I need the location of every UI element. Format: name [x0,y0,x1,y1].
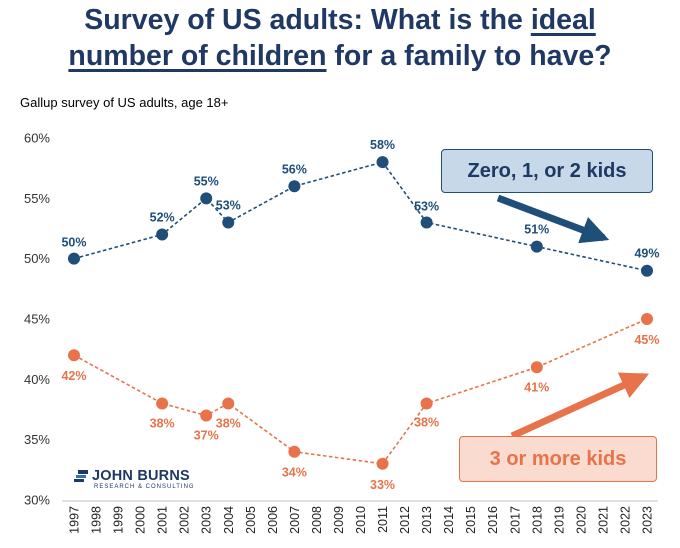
data-point [530,240,543,253]
data-point [156,397,169,410]
x-tick-label: 2017 [508,506,522,534]
x-tick-label: 2006 [266,506,280,534]
data-point [420,216,433,229]
data-label: 45% [634,333,659,347]
title-part-1: Survey of US adults: What is the [84,4,531,36]
data-label: 33% [370,478,395,492]
y-tick-label: 30% [24,493,50,508]
y-tick-label: 55% [24,191,50,206]
data-point [222,397,235,410]
data-point [156,228,169,241]
data-point [530,361,543,374]
series-line-zero-to-two [73,161,648,272]
logo-name: JOHN BURNS [92,468,190,484]
data-label: 38% [216,416,241,430]
data-point [288,445,301,458]
data-label: 38% [150,416,175,430]
data-label: 50% [61,236,86,250]
y-tick-label: 60% [24,131,50,146]
title-ideal: ideal [530,4,596,36]
data-point [641,313,653,325]
data-label: 53% [216,198,241,212]
x-tick-label: 1998 [90,506,104,534]
x-tick-label: 2018 [530,506,544,534]
title-part-3: for a family to have? [326,40,612,72]
blue-trend-arrow [496,194,610,244]
x-tick-label: 2014 [442,506,456,534]
x-tick-label: 2010 [354,506,368,534]
data-label: 52% [150,211,175,225]
x-tick-label: 2004 [222,506,236,534]
data-label: 53% [414,199,439,213]
data-point [420,397,433,410]
x-tick-label: 2009 [332,506,346,534]
data-point [376,457,389,470]
chart-subtitle: Gallup survey of US adults, age 18+ [20,95,229,110]
x-tick-label: 2023 [641,506,655,534]
x-tick-label: 2013 [420,506,434,534]
x-tick-label: 2011 [376,506,390,533]
x-tick-label: 2008 [310,506,324,534]
data-label: 58% [370,138,395,152]
data-label: 42% [61,369,86,383]
data-label: 49% [634,247,659,261]
y-tick-label: 35% [24,432,50,447]
trend-arrows [496,194,650,440]
y-tick-label: 40% [24,372,50,387]
data-label: 38% [414,415,439,429]
data-label: 56% [282,162,307,176]
data-point [200,192,213,205]
x-tick-label: 2021 [596,506,610,534]
x-tick-label: 2000 [134,506,148,534]
x-tick-label: 2022 [618,506,632,534]
x-tick-label: 2015 [464,506,478,534]
x-tick-label: 2003 [200,506,214,534]
logo-tagline: RESEARCH & CONSULTING [94,484,195,490]
data-label: 34% [282,466,307,480]
logo-mark-icon [74,470,88,482]
x-tick-label: 2016 [486,506,500,534]
axes: 30% 35% 40% 45% 50% 55% 60% 1997 1998 1999 2000 200… [24,131,658,534]
x-tick-label: 2012 [398,506,412,534]
callout-zero-to-two-kids: Zero, 1, or 2 kids [441,149,653,193]
x-tick-label: 2020 [574,506,588,534]
data-point [222,216,235,229]
x-tick-label: 2007 [288,506,302,534]
x-tick-label: 2001 [156,506,170,534]
y-tick-label: 45% [24,312,50,327]
data-point [200,409,213,422]
data-label: 51% [524,223,549,237]
x-tick-label: 2019 [552,506,566,534]
chart-title: Survey of US adults: What is the ideal n… [0,2,680,74]
data-point [288,180,301,193]
x-tick-label: 1999 [112,506,126,534]
data-label: 41% [524,380,549,394]
data-label: 55% [194,174,219,188]
x-tick-label: 1997 [68,506,82,534]
data-point [68,349,80,362]
data-point [376,156,389,169]
data-label: 37% [194,429,219,443]
callout-three-plus-kids: 3 or more kids [459,436,657,482]
x-tick-label: 2005 [244,506,258,534]
series-group: 50%52%55%53%56%58%53%51%49%42%38%37%38%3… [61,138,659,492]
title-part-2: number of children [68,40,327,72]
data-point [641,264,653,277]
x-tick-label: 2002 [178,506,192,534]
data-point [68,252,80,265]
john-burns-logo: JOHN BURNS RESEARCH & CONSULTING [74,468,195,490]
orange-trend-arrow [510,372,650,440]
y-tick-label: 50% [24,251,50,266]
